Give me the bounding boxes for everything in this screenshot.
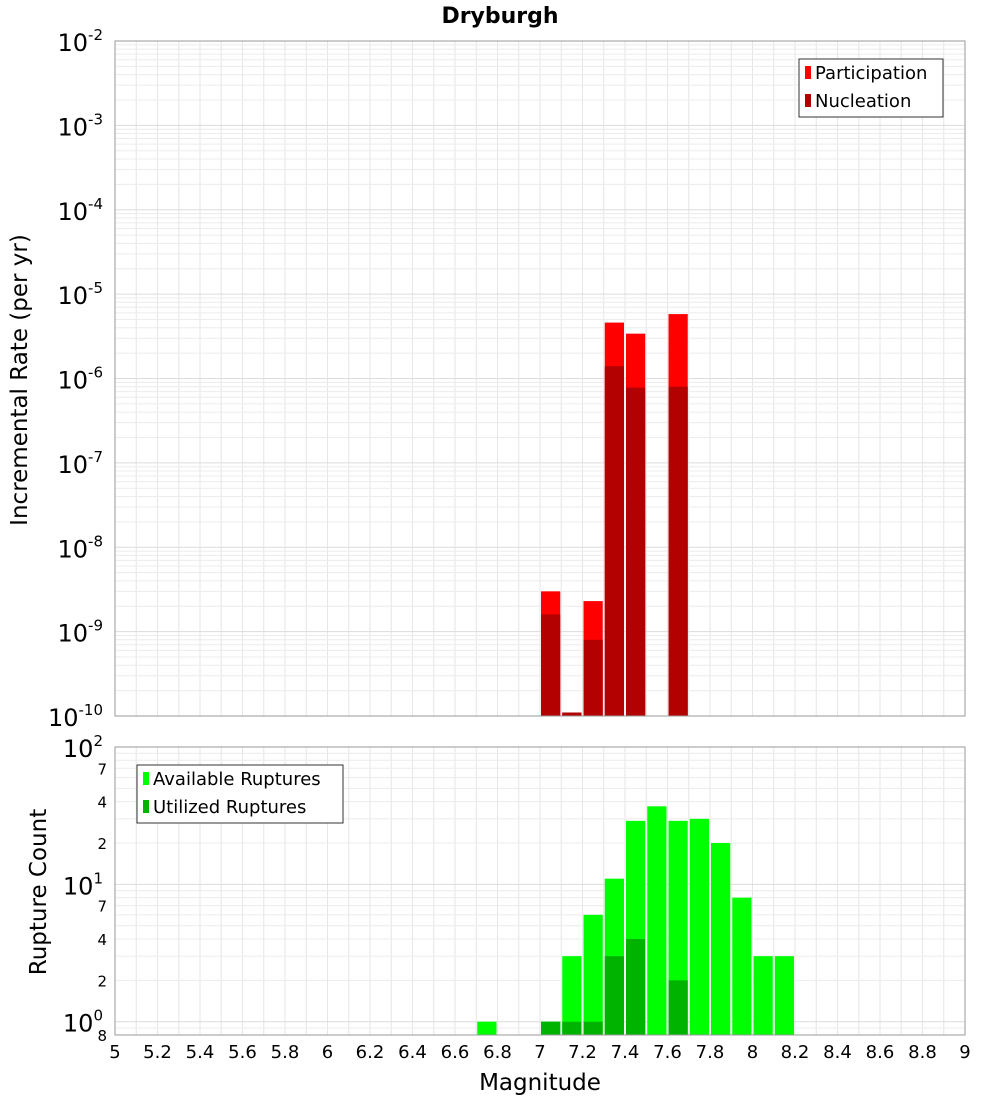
x-tick-label: 6.8: [483, 1042, 512, 1063]
magnitude-x-axis-label: Magnitude: [479, 1070, 601, 1096]
y-tick-label: 10-7: [57, 448, 103, 479]
x-tick-label: 5.8: [271, 1042, 300, 1063]
bar-nucleation: [562, 712, 582, 716]
x-tick-label: 5.4: [186, 1042, 215, 1063]
bar-utilized-ruptures: [562, 1021, 582, 1035]
x-tick-label: 7.2: [568, 1042, 597, 1063]
bar-available-ruptures: [732, 897, 752, 1035]
legend-box: [136, 764, 344, 824]
x-tick-label: 8.4: [823, 1042, 852, 1063]
legend-label: Participation: [815, 63, 927, 84]
y-tick-label: 2: [97, 835, 107, 853]
y-tick-label: 10-5: [57, 279, 103, 310]
legend-label: Utilized Ruptures: [153, 797, 306, 818]
rate-panel: 10-2 10-3 10-4 10-5 10-6 10-7 10-8 10-9 10-10 Par…: [48, 26, 966, 732]
bar-available-ruptures: [583, 914, 603, 1035]
y-tick-label: 10-2: [57, 26, 103, 57]
count-y-axis-label: Rupture Count: [26, 809, 52, 975]
x-tick-label: 5.2: [143, 1042, 172, 1063]
bar-utilized-ruptures: [541, 1021, 561, 1035]
x-tick-label: 6.4: [398, 1042, 427, 1063]
bar-utilized-ruptures: [604, 956, 624, 1035]
legend: Available Ruptures Utilized Ruptures: [136, 764, 344, 824]
y-tick-label: 10-6: [57, 364, 103, 395]
x-tick-label: 8.2: [781, 1042, 810, 1063]
x-tick-label: 5: [109, 1042, 120, 1063]
legend-swatch: [805, 94, 811, 107]
y-tick-label: 7: [97, 898, 107, 916]
legend-box: [798, 58, 944, 118]
y-tick-label: 8: [97, 1027, 107, 1045]
bar-available-ruptures: [711, 843, 731, 1035]
x-tick-label: 7.4: [611, 1042, 640, 1063]
y-tick-label: 101: [63, 869, 103, 900]
y-tick-label: 4: [97, 794, 107, 812]
y-tick-label: 10-4: [57, 195, 103, 226]
x-tick-label: 6: [322, 1042, 333, 1063]
bar-nucleation: [626, 387, 646, 716]
plot-frame: [114, 746, 966, 1036]
x-tick-label: 7.6: [653, 1042, 682, 1063]
legend: Participation Nucleation: [798, 58, 944, 118]
bar-available-ruptures: [774, 956, 794, 1035]
legend-swatch: [805, 66, 811, 79]
bar-available-ruptures: [689, 818, 709, 1035]
y-tick-label: 10-9: [57, 617, 103, 648]
legend-swatch: [143, 800, 149, 813]
y-tick-label: 100: [63, 1007, 103, 1038]
x-tick-label: 8.8: [908, 1042, 937, 1063]
y-tick-label: 7: [97, 760, 107, 778]
plot-frame: [114, 40, 966, 717]
y-tick-label: 4: [97, 931, 107, 949]
legend-label: Nucleation: [815, 91, 911, 112]
bar-nucleation: [604, 366, 624, 716]
bar-available-ruptures: [562, 956, 582, 1035]
bar-available-ruptures: [477, 1021, 497, 1035]
x-tick-label: 6.2: [356, 1042, 385, 1063]
y-tick-label: 10-8: [57, 532, 103, 563]
legend-label: Available Ruptures: [153, 769, 321, 790]
x-tick-label: 8.6: [866, 1042, 895, 1063]
y-tick-label: 102: [63, 732, 103, 763]
y-tick-label: 10-3: [57, 110, 103, 141]
bar-nucleation: [668, 386, 688, 716]
x-tick-label: 9: [959, 1042, 970, 1063]
legend-swatch: [143, 772, 149, 785]
chart-title: Dryburgh: [441, 4, 558, 29]
x-tick-label: 7: [534, 1042, 545, 1063]
x-tick-label: 7.8: [696, 1042, 725, 1063]
y-tick-label: 10-10: [48, 701, 103, 732]
bar-available-ruptures: [753, 956, 773, 1035]
bar-utilized-ruptures: [583, 1021, 603, 1035]
y-tick-label: 2: [97, 972, 107, 990]
bar-nucleation: [583, 639, 603, 716]
x-tick-label: 5.6: [228, 1042, 257, 1063]
bar-available-ruptures: [647, 806, 667, 1035]
x-tick-label: 8: [747, 1042, 758, 1063]
x-tick-label: 6.6: [441, 1042, 470, 1063]
bar-utilized-ruptures: [668, 980, 688, 1035]
bar-utilized-ruptures: [626, 939, 646, 1035]
bar-nucleation: [541, 614, 561, 716]
rate-y-axis-label: Incremental Rate (per yr): [7, 234, 33, 526]
